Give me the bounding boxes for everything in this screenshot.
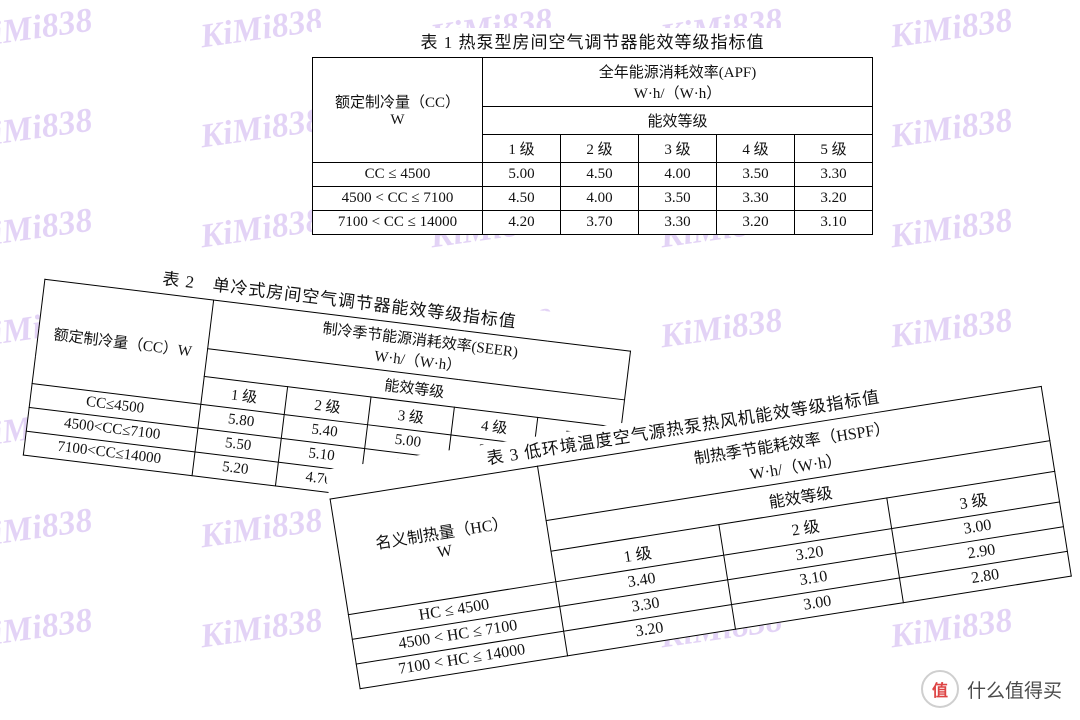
t1-level-4: 4 级 xyxy=(717,135,795,163)
t1-level-1: 1 级 xyxy=(483,135,561,163)
brand-badge: 值 什么值得买 xyxy=(921,670,1062,708)
t1-grade-label: 能效等级 xyxy=(483,107,873,135)
t1-rowhead-label: 额定制冷量（CC） W xyxy=(313,58,483,163)
t1-level-5: 5 级 xyxy=(795,135,873,163)
brand-badge-icon: 值 xyxy=(921,670,959,708)
t2-rowhead-label: 额定制冷量（CC）W xyxy=(32,279,214,404)
table-row: 7100 < CC ≤ 14000 4.20 3.70 3.30 3.20 3.… xyxy=(313,211,873,235)
table-row: CC ≤ 4500 5.00 4.50 4.00 3.50 3.30 xyxy=(313,163,873,187)
t1-metric-label: 全年能源消耗效率(APF) W·h/（W·h） xyxy=(483,58,873,107)
page-canvas: KiMi838KiMi838KiMi838KiMi838KiMi838KiMi8… xyxy=(0,0,1080,720)
t1-level-2: 2 级 xyxy=(561,135,639,163)
brand-badge-text: 什么值得买 xyxy=(967,676,1062,703)
table-row: 4500 < CC ≤ 7100 4.50 4.00 3.50 3.30 3.2… xyxy=(313,187,873,211)
table-1-title: 表 1 热泵型房间空气调节器能效等级指标值 xyxy=(312,28,873,53)
table-1-heat-pump-apf: 表 1 热泵型房间空气调节器能效等级指标值 额定制冷量（CC） W 全年能源消耗… xyxy=(312,28,873,235)
t1-level-3: 3 级 xyxy=(639,135,717,163)
table-1-body: 额定制冷量（CC） W 全年能源消耗效率(APF) W·h/（W·h） 能效等级… xyxy=(312,57,873,235)
